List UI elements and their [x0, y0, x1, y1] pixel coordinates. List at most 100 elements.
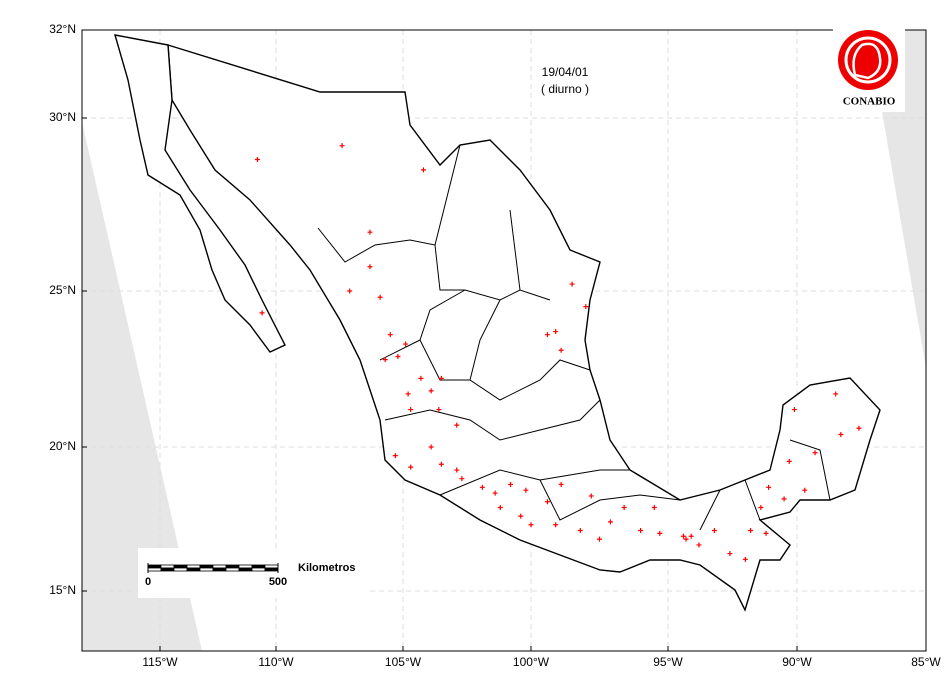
scale-segment: [264, 567, 279, 572]
fire-point: [696, 542, 702, 548]
fire-point: [479, 484, 485, 490]
fire-point: [259, 310, 265, 316]
fire-point: [583, 304, 589, 310]
fire-point: [688, 533, 694, 539]
fire-point: [766, 484, 772, 490]
scale-segment: [186, 567, 201, 572]
fire-point: [367, 229, 373, 235]
fire-point: [558, 347, 564, 353]
fire-points: [254, 143, 862, 562]
fire-point: [833, 391, 839, 397]
fire-point: [395, 354, 401, 360]
scale-segment: [212, 567, 227, 572]
fire-point: [558, 481, 564, 487]
fire-point: [377, 294, 383, 300]
fire-point: [408, 464, 414, 470]
fire-point: [438, 461, 444, 467]
fire-point: [553, 522, 559, 528]
scale-tick-label: 500: [269, 576, 287, 588]
fire-point: [680, 533, 686, 539]
fire-point: [553, 329, 559, 335]
fire-point: [786, 458, 792, 464]
scale-segment: [173, 567, 188, 572]
scale-segment: [264, 564, 279, 569]
y-tick-label: 25°N: [49, 283, 76, 297]
x-tick-label: 95°W: [653, 655, 683, 669]
fire-point: [711, 528, 717, 534]
state-borders: [317, 144, 831, 531]
fire-point: [856, 425, 862, 431]
fire-point: [781, 496, 787, 502]
x-tick-label: 90°W: [782, 655, 812, 669]
y-tick-label: 15°N: [49, 583, 76, 597]
fire-point: [418, 375, 424, 381]
logo: CONABIO: [833, 26, 905, 112]
no-coverage-swath: [82, 122, 202, 651]
mexico-mainland: [167, 44, 881, 612]
fire-point: [428, 388, 434, 394]
x-tick-label: 110°W: [258, 655, 294, 669]
fire-point: [508, 481, 514, 487]
x-tick-label: 85°W: [911, 655, 941, 669]
scale-segment: [251, 567, 266, 572]
x-tick-label: 105°W: [385, 655, 422, 669]
y-tick-label: 32°N: [49, 22, 76, 36]
scale-segment: [147, 564, 162, 569]
scale-segment: [251, 564, 266, 569]
fire-point: [727, 551, 733, 557]
fire-point: [392, 453, 398, 459]
fire-point: [382, 357, 388, 363]
scale-segment: [147, 567, 162, 572]
no-coverage-swath: [868, 30, 926, 368]
background: [82, 30, 926, 651]
scale-segment: [160, 567, 175, 572]
fire-point: [577, 528, 583, 534]
fire-point: [651, 504, 657, 510]
y-tick-label: 30°N: [49, 110, 76, 124]
fire-point: [544, 332, 550, 338]
fire-point: [791, 407, 797, 413]
land: [114, 34, 881, 612]
fire-point: [597, 536, 602, 542]
scale-segment: [212, 564, 227, 569]
scale-segment: [199, 567, 214, 572]
scale-bar: Kilometros 0 500: [138, 548, 370, 598]
fire-point: [367, 264, 373, 270]
fire-point: [763, 530, 769, 536]
fire-point: [339, 143, 345, 149]
fire-point: [638, 528, 644, 534]
date-title: 19/04/01: [542, 65, 589, 79]
fire-point: [748, 528, 754, 534]
scale-segment: [199, 564, 214, 569]
scale-label: Kilometros: [298, 562, 355, 574]
fire-point: [528, 522, 534, 528]
fire-point: [838, 432, 844, 438]
fire-point: [802, 487, 808, 493]
scale-segment: [160, 564, 175, 569]
y-tick-label: 20°N: [49, 439, 76, 453]
fire-point: [408, 407, 414, 413]
fire-point: [492, 490, 498, 496]
fire-point: [657, 530, 663, 536]
logo-text: CONABIO: [843, 96, 896, 108]
fire-point: [497, 504, 503, 510]
fire-point: [420, 167, 426, 173]
fire-point: [459, 476, 465, 482]
fire-point: [405, 391, 411, 397]
fire-point: [742, 556, 748, 562]
fire-point: [569, 281, 575, 287]
x-tick-label: 100°W: [513, 655, 550, 669]
fire-point: [523, 487, 529, 493]
scale-box: [138, 548, 370, 598]
fire-point: [544, 499, 550, 505]
fire-point: [428, 444, 434, 450]
x-tick-label: 115°W: [142, 655, 178, 669]
fire-point: [621, 504, 627, 510]
scale-segment: [238, 564, 253, 569]
scale-segment: [225, 567, 240, 572]
fire-point: [254, 157, 260, 163]
fire-point: [454, 422, 460, 428]
logo-figure: [852, 42, 882, 80]
scale-segment: [238, 567, 253, 572]
